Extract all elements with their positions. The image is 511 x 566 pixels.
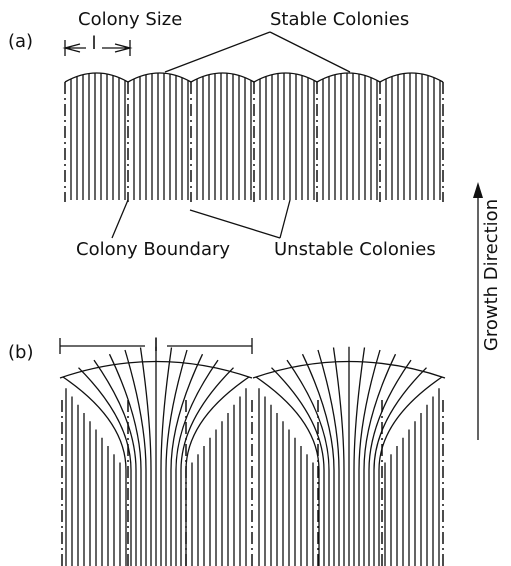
- lamella: [272, 368, 325, 566]
- diagram: (a) Colony Size Stable Colonies l Colony…: [0, 0, 511, 566]
- label: Growth Direction: [481, 199, 502, 351]
- panel-label: (a): [8, 31, 33, 52]
- lamella: [176, 360, 218, 566]
- lamella: [369, 360, 411, 566]
- label: Colony Size: [78, 9, 182, 30]
- microstructure: [60, 73, 445, 566]
- arrow-head: [473, 182, 483, 198]
- lamella: [79, 368, 132, 566]
- panel-label: (b): [8, 342, 33, 363]
- lamella: [287, 360, 329, 566]
- label: Stable Colonies: [270, 9, 409, 30]
- lamella: [181, 368, 234, 566]
- size-symbol: l: [91, 33, 96, 54]
- lamella: [94, 360, 136, 566]
- label: Colony Boundary: [76, 239, 230, 260]
- label: Unstable Colonies: [274, 239, 436, 260]
